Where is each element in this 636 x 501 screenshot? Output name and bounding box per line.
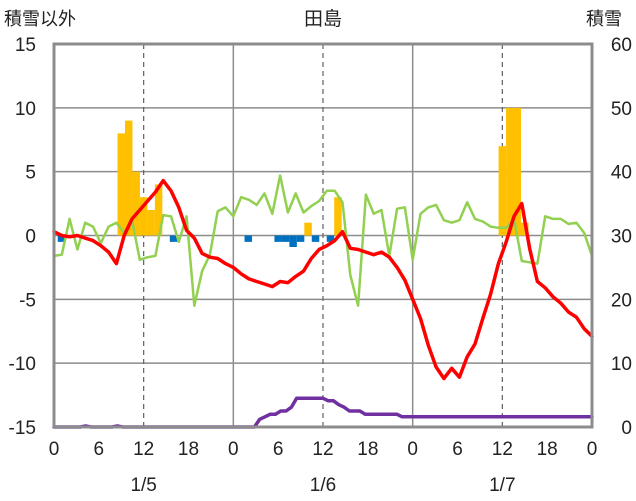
bar (311, 235, 320, 242)
bar (326, 235, 335, 242)
date-label: 1/5 (130, 475, 156, 496)
left-tick-label: 10 (15, 99, 36, 120)
x-tick-label: 0 (228, 439, 239, 460)
right-tick-label: 30 (611, 227, 632, 248)
bar (296, 235, 305, 242)
right-tick-label: 10 (611, 354, 632, 375)
x-tick-label: 18 (178, 439, 199, 460)
left-tick-label: 15 (15, 35, 36, 56)
right-axis-ticks: 60 50 40 30 20 10 0 (611, 35, 632, 439)
bar (147, 209, 155, 236)
bar (244, 235, 253, 242)
date-labels: 1/5 1/6 1/7 (130, 475, 515, 496)
bar (334, 197, 342, 236)
left-tick-label: -10 (9, 354, 36, 375)
right-tick-label: 60 (611, 35, 632, 56)
bar (117, 133, 125, 236)
left-axis-title: 積雪以外 (4, 9, 76, 30)
date-label: 1/7 (489, 475, 515, 496)
date-label: 1/6 (310, 475, 336, 496)
bar (274, 235, 282, 242)
humidity-line (52, 174, 594, 307)
bar (304, 222, 312, 236)
x-tick-label: 0 (49, 439, 60, 460)
x-tick-label: 0 (407, 439, 418, 460)
left-tick-label: 0 (25, 227, 36, 248)
bar (498, 146, 507, 236)
bar (132, 171, 140, 236)
right-tick-label: 0 (621, 418, 632, 439)
chart-title: 田島 (304, 8, 342, 30)
bar (506, 107, 514, 236)
bar (57, 235, 66, 242)
x-tick-label: 18 (537, 439, 558, 460)
x-tick-label: 0 (587, 439, 598, 460)
bar (281, 235, 290, 242)
bar-series (57, 107, 529, 247)
bar (139, 197, 148, 236)
x-tick-label: 18 (357, 439, 378, 460)
bar (289, 235, 297, 247)
x-tick-label: 12 (492, 439, 513, 460)
x-axis-ticks: 0 6 12 18 0 6 12 18 0 6 12 18 0 (49, 439, 598, 460)
x-tick-label: 12 (133, 439, 154, 460)
x-tick-label: 6 (273, 439, 284, 460)
temperature-line (52, 178, 594, 381)
x-tick-label: 6 (452, 439, 463, 460)
left-tick-label: 5 (25, 163, 36, 184)
right-tick-label: 40 (611, 163, 632, 184)
bar (124, 120, 133, 236)
left-tick-label: -15 (9, 418, 36, 439)
right-axis-title: 積雪 (586, 9, 622, 30)
right-tick-label: 20 (611, 290, 632, 311)
left-axis-ticks: 15 10 5 0 -5 -10 -15 (9, 35, 36, 439)
left-tick-label: -5 (19, 290, 36, 311)
bar (513, 107, 522, 236)
plot-frame (52, 42, 594, 429)
right-tick-label: 50 (611, 99, 632, 120)
bar (169, 235, 178, 242)
x-tick-label: 12 (312, 439, 333, 460)
bar (154, 184, 163, 236)
x-tick-label: 6 (94, 439, 105, 460)
